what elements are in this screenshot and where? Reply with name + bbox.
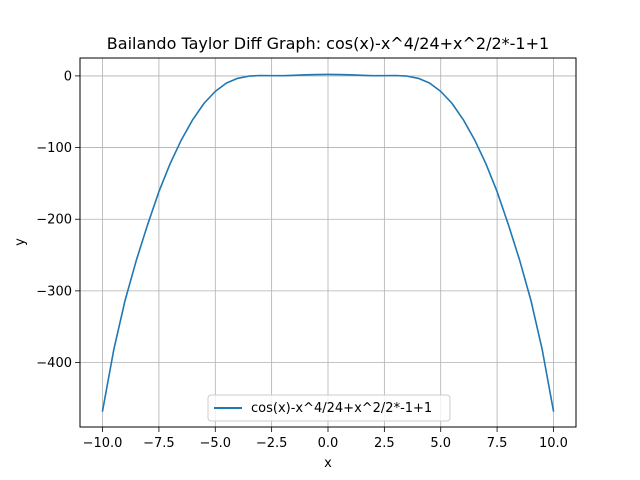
x-tick-label: 7.5 — [487, 436, 508, 451]
y-tick-label: −300 — [36, 284, 72, 299]
x-tick-label: 5.0 — [430, 436, 451, 451]
plot-area — [101, 73, 555, 412]
plot-frame — [79, 57, 577, 428]
y-tick-label: −400 — [36, 356, 72, 371]
series-line — [101, 73, 555, 412]
legend-entry: cos(x)-x^4/24+x^2/2*-1+1 — [251, 401, 432, 416]
x-axis-label: x — [324, 456, 332, 471]
chart-title: Bailando Taylor Diff Graph: cos(x)-x^4/2… — [107, 34, 549, 53]
y-tick-label: 0 — [64, 69, 72, 84]
legend: cos(x)-x^4/24+x^2/2*-1+1 — [207, 394, 451, 422]
y-axis: −400 −300 −200 −100 0 — [36, 69, 80, 371]
legend-box — [207, 394, 451, 422]
x-tick-label: −2.5 — [256, 436, 288, 451]
x-tick-label: −10.0 — [83, 436, 123, 451]
y-tick-label: −100 — [36, 141, 72, 156]
x-tick-label: 10.0 — [539, 436, 568, 451]
x-tick-label: −7.5 — [143, 436, 175, 451]
x-tick-label: 0.0 — [318, 436, 339, 451]
y-tick-label: −200 — [36, 213, 72, 228]
x-tick-label: 2.5 — [374, 436, 395, 451]
x-axis: −10.0 −7.5 −5.0 −2.5 0.0 2.5 5.0 7.5 10.0 — [83, 427, 568, 451]
x-tick-label: −5.0 — [199, 436, 231, 451]
y-axis-label: y — [13, 238, 28, 246]
grid — [80, 58, 576, 427]
